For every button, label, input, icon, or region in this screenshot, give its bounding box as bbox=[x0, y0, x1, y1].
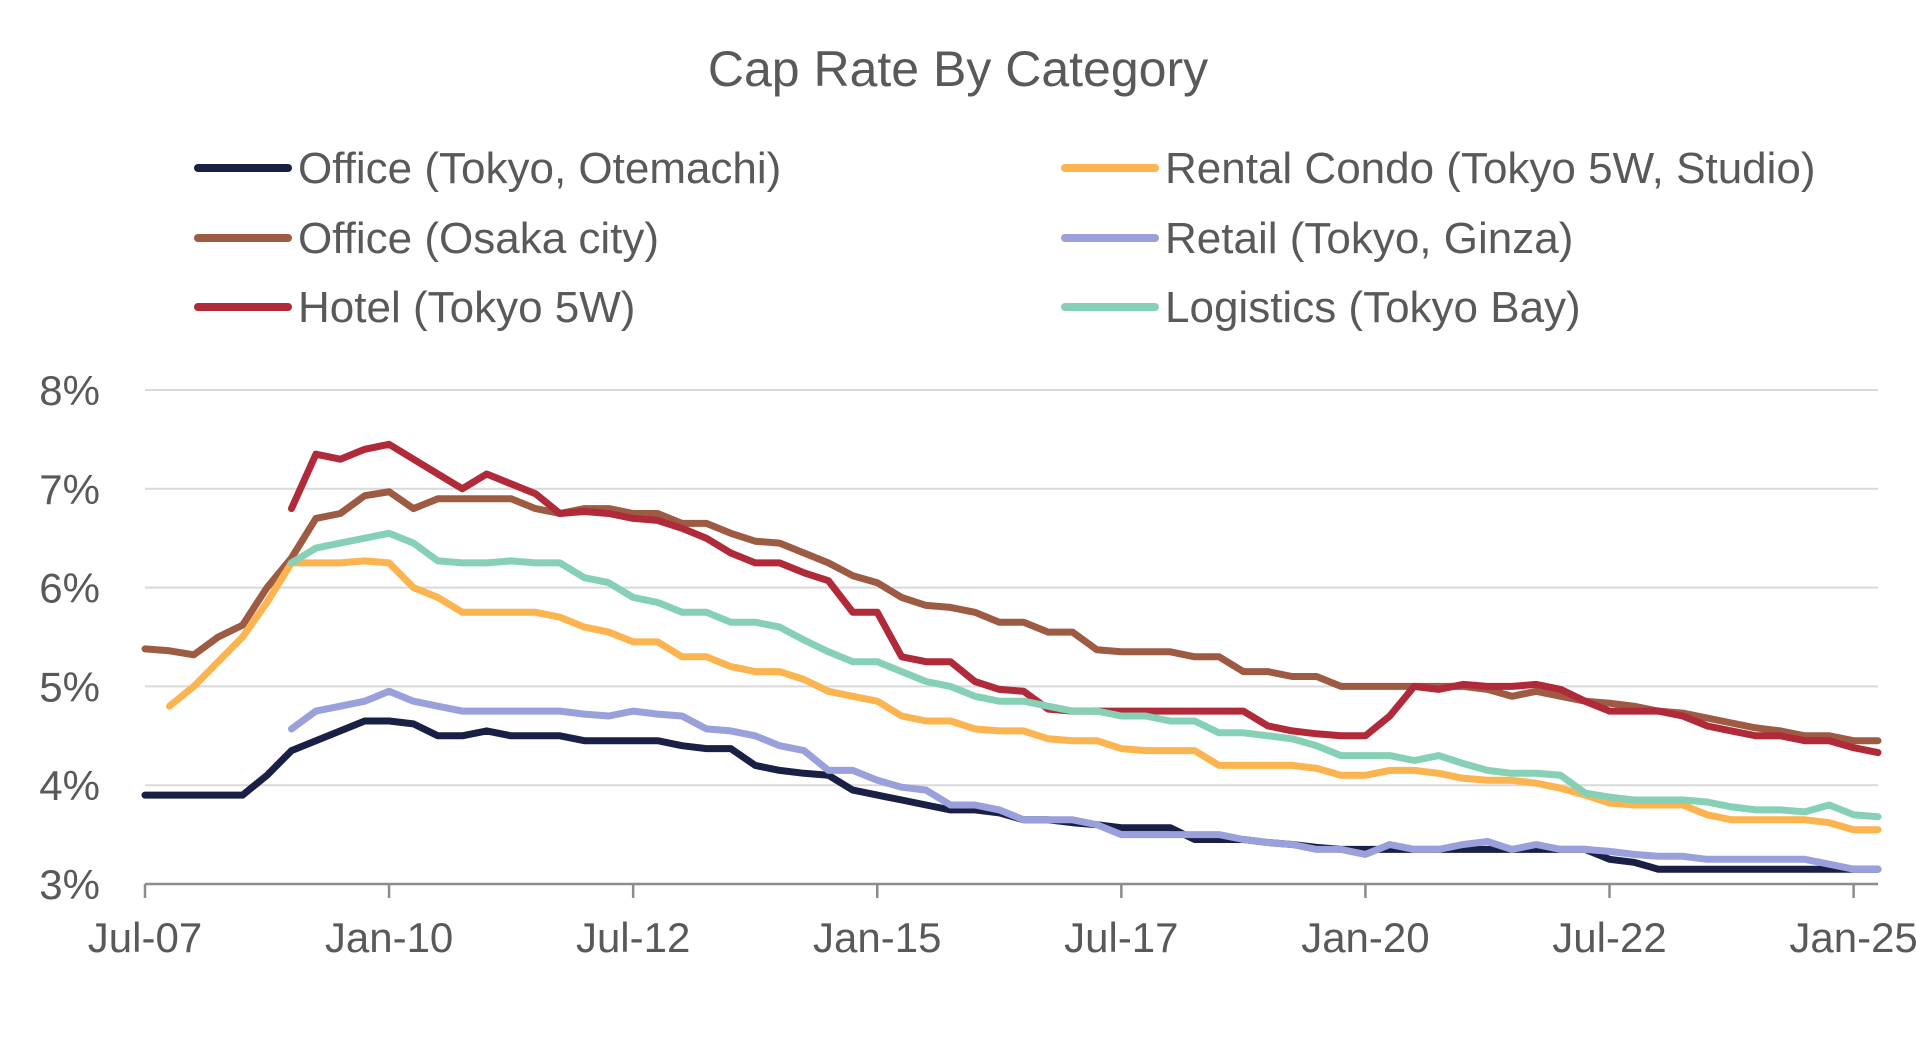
legend-label: Rental Condo (Tokyo 5W, Studio) bbox=[1165, 144, 1816, 193]
legend-entry-retail: Retail (Tokyo, Ginza) bbox=[1061, 214, 1573, 263]
x-tick-label: Jan-15 bbox=[813, 914, 941, 961]
legend-entry-hotel: Hotel (Tokyo 5W) bbox=[194, 283, 635, 332]
x-tick-label: Jul-07 bbox=[88, 914, 202, 961]
legend-entry-office-tokyo: Office (Tokyo, Otemachi) bbox=[194, 144, 781, 193]
x-tick-label: Jan-20 bbox=[1301, 914, 1429, 961]
x-tick-label: Jan-25 bbox=[1789, 914, 1916, 961]
series-line-logistics-tokyo-bay bbox=[288, 529, 1882, 821]
x-tick-label: Jul-17 bbox=[1064, 914, 1178, 961]
legend-label: Office (Osaka city) bbox=[298, 214, 659, 263]
y-tick-label: 5% bbox=[39, 663, 100, 710]
x-tick-label: Jul-22 bbox=[1552, 914, 1666, 961]
y-tick-label: 4% bbox=[39, 762, 100, 809]
y-tick-label: 3% bbox=[39, 861, 100, 908]
y-tick-label: 7% bbox=[39, 466, 100, 513]
legend-label: Office (Tokyo, Otemachi) bbox=[298, 144, 781, 193]
legend-label: Retail (Tokyo, Ginza) bbox=[1165, 214, 1573, 263]
legend: Office (Tokyo, Otemachi) Office (Osaka c… bbox=[194, 144, 1816, 332]
series-lines bbox=[141, 440, 1882, 873]
x-tick-label: Jan-10 bbox=[325, 914, 453, 961]
legend-entry-logistics: Logistics (Tokyo Bay) bbox=[1061, 283, 1581, 332]
legend-label: Hotel (Tokyo 5W) bbox=[298, 283, 635, 332]
gridlines bbox=[145, 389, 1878, 787]
chart-title: Cap Rate By Category bbox=[708, 41, 1208, 97]
y-axis-ticks: 3% 4% 5% 6% 7% 8% bbox=[39, 367, 100, 908]
x-axis: Jul-07 Jan-10 Jul-12 Jan-15 Jul-17 Jan-20 Jul-… bbox=[88, 882, 1916, 961]
series-line-retail-tokyo-ginza bbox=[288, 687, 1882, 873]
y-tick-label: 8% bbox=[39, 367, 100, 414]
y-tick-label: 6% bbox=[39, 565, 100, 612]
legend-label: Logistics (Tokyo Bay) bbox=[1165, 283, 1581, 332]
legend-entry-office-osaka: Office (Osaka city) bbox=[194, 214, 659, 263]
legend-entry-rental-condo: Rental Condo (Tokyo 5W, Studio) bbox=[1061, 144, 1816, 193]
x-tick-label: Jul-12 bbox=[576, 914, 690, 961]
